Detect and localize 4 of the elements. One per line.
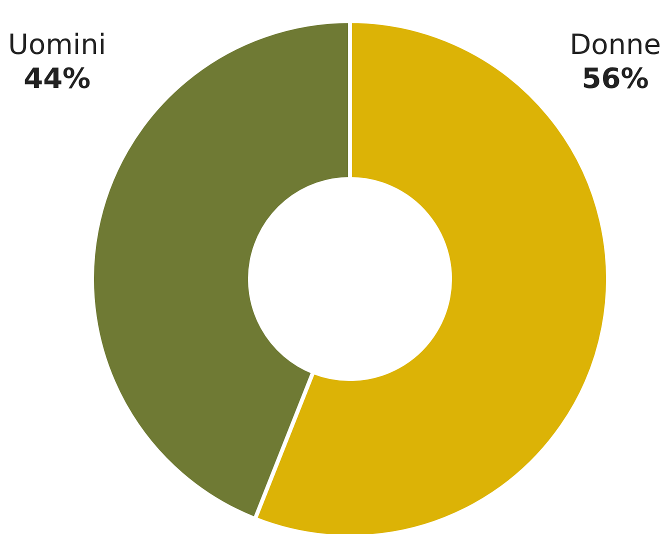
slice-label: Donne xyxy=(570,28,661,62)
slice-label: Uomini xyxy=(8,28,106,62)
data-label: 56% xyxy=(580,62,650,96)
data-label: 44% xyxy=(22,62,92,96)
